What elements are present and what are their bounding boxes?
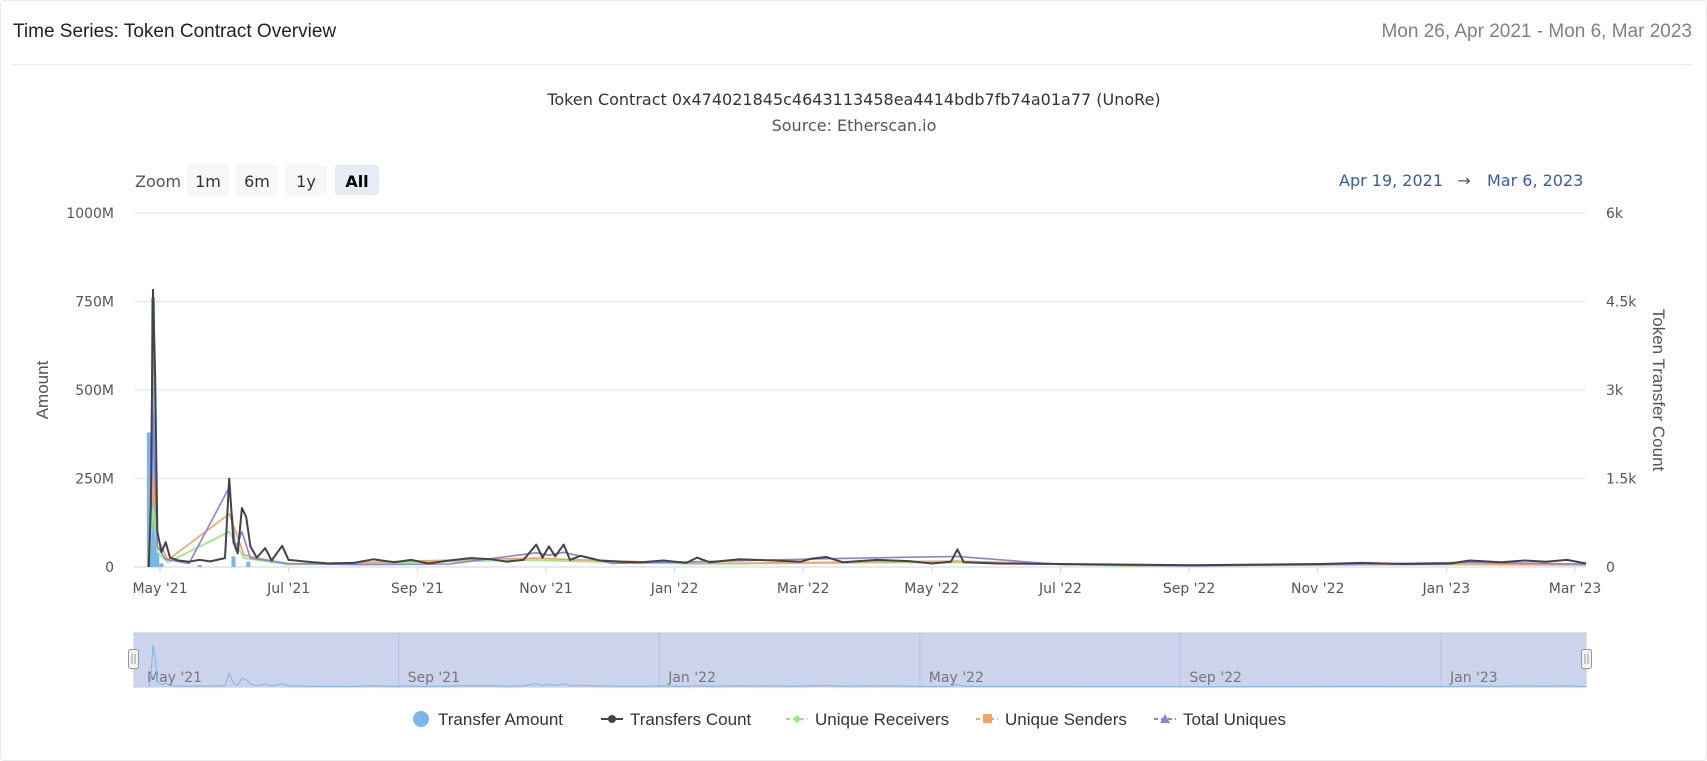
y-left-tick-label: 0 — [105, 560, 114, 576]
navigator-label: Sep '21 — [408, 670, 461, 686]
x-tick-label: Jan '23 — [1422, 581, 1471, 597]
zoom-button-1y-label: 1y — [296, 172, 316, 191]
zoom-label: Zoom — [135, 172, 181, 191]
x-tick-label: Jan '22 — [650, 581, 699, 597]
x-tick-label: Mar '22 — [777, 581, 830, 597]
y-left-tick-label: 750M — [75, 295, 114, 311]
navigator-labels: May '21 Sep '21 Jan '22 May '22 Sep '22 Jan '… — [147, 670, 1498, 686]
time-series-chart: Token Contract 0x474021845c4643113458ea4… — [1, 65, 1706, 760]
y-right-tick-label: 4.5k — [1606, 295, 1637, 311]
x-tick-label: Sep '22 — [1163, 581, 1216, 597]
transfer-amount-bar — [197, 564, 202, 567]
chart-title: Token Contract 0x474021845c4643113458ea4… — [546, 90, 1160, 109]
legend-symbol-total-uniques — [1160, 714, 1170, 723]
legend-label-total-uniques: Total Uniques — [1183, 710, 1286, 729]
legend-item-unique-receivers[interactable]: Unique Receivers — [786, 710, 949, 729]
x-tick-label: Nov '22 — [1291, 581, 1344, 597]
range-arrow: → — [1457, 171, 1470, 190]
x-tick-label: Nov '21 — [519, 581, 572, 597]
y-right-tick-label: 3k — [1606, 383, 1624, 399]
card-title: Time Series: Token Contract Overview — [13, 21, 337, 42]
x-tick-label: Mar '23 — [1549, 581, 1602, 597]
legend-label-unique-senders: Unique Senders — [1005, 710, 1127, 729]
transfer-amount-bar — [155, 552, 160, 567]
transfer-amount-bar — [231, 556, 236, 567]
navigator-right-handle[interactable] — [1581, 649, 1592, 669]
navigator-label: Sep '22 — [1189, 670, 1242, 686]
x-tick-label: May '21 — [132, 581, 187, 597]
legend-item-total-uniques[interactable]: Total Uniques — [1154, 710, 1286, 729]
transfer-amount-bar — [159, 563, 164, 567]
zoom-button-all-label: All — [345, 172, 368, 191]
series-line-total-uniques — [148, 412, 1587, 568]
navigator-mask[interactable] — [133, 632, 1587, 688]
zoom-button-all-bg — [335, 165, 379, 195]
plot-area — [146, 288, 1587, 568]
navigator-label: May '21 — [147, 670, 202, 686]
navigator-label: Jan '23 — [1449, 670, 1498, 686]
legend-label-transfers-count: Transfers Count — [630, 710, 752, 729]
navigator-series — [148, 644, 1587, 688]
zoom-button-all[interactable]: All — [335, 165, 379, 195]
navigator-left-handle[interactable] — [128, 649, 139, 669]
y-axis-left-ticks: 0 250M 500M 750M 1000M — [66, 206, 114, 576]
x-tick-label: Sep '21 — [391, 581, 444, 597]
zoom-button-1m-label: 1m — [195, 172, 221, 191]
y-axis-right-title: Token Transfer Count — [1649, 309, 1668, 472]
y-axis-right-ticks: 0 1.5k 3k 4.5k 6k — [1606, 206, 1637, 576]
legend-label-unique-receivers: Unique Receivers — [815, 710, 949, 729]
range-from[interactable]: Apr 19, 2021 — [1339, 171, 1443, 190]
navigator-label: May '22 — [929, 670, 984, 686]
legend-item-transfer-amount[interactable]: Transfer Amount — [413, 710, 563, 729]
transfer-amount-bar — [146, 432, 151, 567]
y-right-tick-label: 1.5k — [1606, 472, 1637, 488]
y-left-tick-label: 1000M — [66, 206, 114, 222]
y-left-tick-label: 500M — [75, 383, 114, 399]
zoom-button-6m-bg — [236, 165, 278, 195]
y-left-tick-label: 250M — [75, 472, 114, 488]
x-tick-label: Jul '21 — [266, 581, 310, 597]
navigator-dividers — [398, 633, 1442, 687]
y-axis-left-title: Amount — [33, 360, 52, 419]
x-tick-label: May '22 — [904, 581, 959, 597]
x-tick-label: Jul '22 — [1038, 581, 1082, 597]
navigator-right-handle-box — [1581, 649, 1592, 669]
zoom-button-1y-bg — [285, 165, 327, 195]
legend-item-unique-senders[interactable]: Unique Senders — [976, 710, 1127, 729]
navigator-label: Jan '22 — [667, 670, 716, 686]
y-right-tick-label: 6k — [1606, 206, 1624, 222]
legend-symbol-unique-receivers — [793, 715, 801, 723]
zoom-button-6m[interactable]: 6m — [236, 165, 278, 195]
y-right-tick-label: 0 — [1606, 560, 1615, 576]
series-line-transfers-count — [147, 288, 1587, 568]
series-line-unique-senders — [148, 471, 1587, 568]
legend-label-transfer-amount: Transfer Amount — [438, 710, 563, 729]
card-header: Time Series: Token Contract Overview Mon… — [13, 1, 1692, 65]
legend-symbol-transfers-count — [608, 715, 616, 723]
chart-svg: Token Contract 0x474021845c4643113458ea4… — [33, 90, 1668, 729]
legend: Transfer Amount Transfers Count Unique R… — [413, 710, 1286, 729]
card-date-range: Mon 26, Apr 2021 - Mon 6, Mar 2023 — [1381, 21, 1692, 42]
chart-subtitle: Source: Etherscan.io — [772, 116, 937, 135]
zoom-button-1m[interactable]: 1m — [187, 165, 229, 195]
range-to[interactable]: Mar 6, 2023 — [1487, 171, 1583, 190]
zoom-button-1y[interactable]: 1y — [285, 165, 327, 195]
x-axis-ticks: May '21 Jul '21 Sep '21 Nov '21 Jan '22 Mar '… — [132, 567, 1601, 597]
zoom-button-1m-bg — [187, 165, 229, 195]
grid-lines — [134, 212, 1586, 568]
legend-symbol-transfer-amount — [413, 711, 429, 727]
transfer-amount-bar — [153, 524, 158, 567]
navigator[interactable]: May '21 Sep '21 Jan '22 May '22 Sep '22 Jan '… — [128, 632, 1592, 688]
legend-item-transfers-count[interactable]: Transfers Count — [601, 710, 752, 729]
transfer-amount-bar — [246, 561, 251, 567]
navigator-left-handle-box — [128, 649, 139, 669]
zoom-button-6m-label: 6m — [244, 172, 270, 191]
legend-symbol-unique-senders — [983, 714, 992, 723]
